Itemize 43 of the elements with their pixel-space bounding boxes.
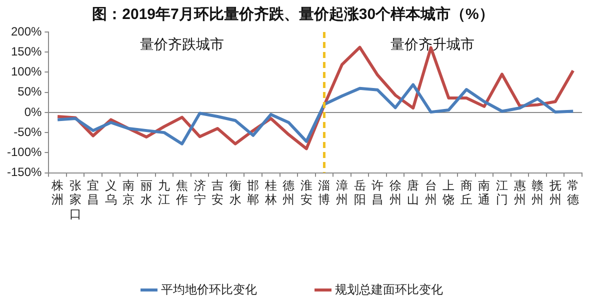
y-tick-label: 50% bbox=[18, 84, 42, 99]
x-tick-label: 南京 bbox=[122, 178, 135, 207]
x-tick-label: 株洲 bbox=[50, 178, 64, 207]
x-tick-label: 徐州 bbox=[389, 178, 402, 207]
y-tick-label: 150% bbox=[10, 44, 42, 58]
x-tick-label: 许昌 bbox=[372, 178, 384, 207]
y-tick-label: -50% bbox=[14, 124, 42, 139]
x-tick-label: 常德 bbox=[567, 178, 580, 207]
x-tick-label: 衡水 bbox=[229, 178, 242, 207]
x-tick-label: 济宁 bbox=[194, 178, 206, 207]
x-tick-label: 南通 bbox=[478, 178, 490, 207]
x-tick-label: 张家口 bbox=[69, 178, 82, 222]
x-tick-label: 焦作 bbox=[175, 178, 188, 207]
annotation: 量价齐升城市 bbox=[390, 36, 475, 52]
x-tick-label: 岳阳 bbox=[354, 178, 366, 207]
x-tick-label: 桂林 bbox=[264, 178, 277, 207]
x-tick-label: 德州 bbox=[282, 178, 295, 207]
x-tick-label: 九江 bbox=[158, 178, 170, 207]
legend-label: 规划总建面环比变化 bbox=[335, 282, 443, 296]
x-tick-label: 义乌 bbox=[104, 178, 117, 207]
y-tick-label: 200% bbox=[10, 24, 42, 38]
x-tick-label: 唐山 bbox=[407, 178, 420, 207]
x-tick-label: 惠州 bbox=[512, 178, 526, 207]
chart-title: 图：2019年7月环比量价齐跌、量价起涨30个样本城市（%） bbox=[92, 5, 494, 24]
annotation: 量价齐跌城市 bbox=[140, 36, 224, 52]
x-tick-label: 宜昌 bbox=[87, 178, 100, 207]
x-tick-label: 商丘 bbox=[460, 178, 472, 207]
y-tick-label: 100% bbox=[10, 64, 42, 79]
y-tick-label: -150% bbox=[7, 165, 42, 180]
x-tick-label: 淄博 bbox=[318, 178, 330, 207]
x-tick-label: 淮安 bbox=[300, 178, 312, 207]
x-tick-label: 上饶 bbox=[442, 178, 455, 207]
x-tick-label: 台州 bbox=[424, 178, 437, 207]
x-tick-label: 抚州 bbox=[548, 178, 562, 207]
x-tick-label: 丽水 bbox=[140, 178, 152, 207]
x-tick-label: 吉安 bbox=[212, 178, 224, 207]
x-tick-label: 赣州 bbox=[532, 178, 544, 207]
x-tick-label: 漳州 bbox=[336, 178, 348, 207]
y-tick-label: 0% bbox=[24, 104, 42, 119]
legend-label: 平均地价环比变化 bbox=[161, 282, 257, 296]
x-tick-label: 邯郸 bbox=[247, 178, 260, 207]
y-tick-label: -100% bbox=[7, 145, 42, 159]
x-tick-label: 江门 bbox=[496, 178, 508, 207]
